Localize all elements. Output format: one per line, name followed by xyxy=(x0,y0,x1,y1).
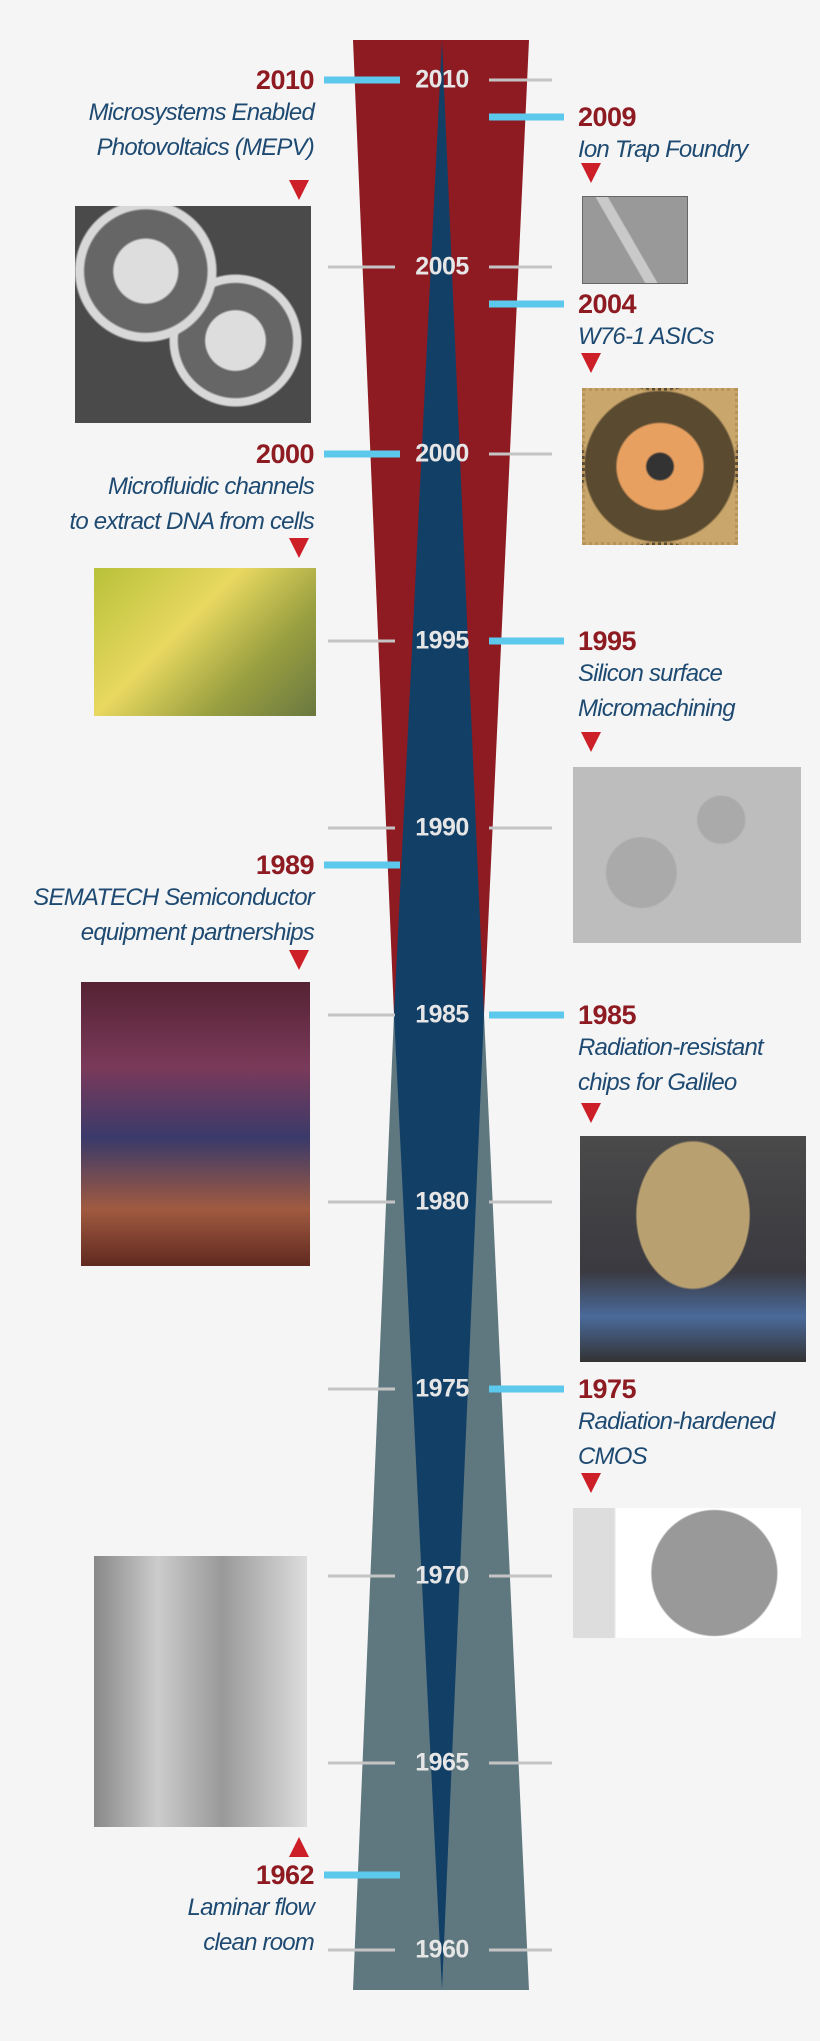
event-description: equipment partnerships xyxy=(80,919,315,947)
micromachined-gears-photo xyxy=(573,767,801,943)
axis-year-label: 1980 xyxy=(415,1187,469,1216)
arrow-down-icon xyxy=(581,353,601,373)
tick-right xyxy=(489,1761,552,1765)
event-year: 2009 xyxy=(578,102,637,133)
axis-year-label: 1985 xyxy=(415,1000,469,1029)
event-description: Radiation-hardened xyxy=(578,1408,775,1435)
event-description: to extract DNA from cells xyxy=(69,508,314,535)
event-2009: 2009 Ion Trap Foundry xyxy=(578,102,748,167)
axis-year-label: 1965 xyxy=(415,1748,469,1777)
tick-right xyxy=(489,452,552,456)
event-year: 2004 xyxy=(578,289,637,320)
arrow-down-icon xyxy=(581,1473,601,1493)
event-1985: 1985 Radiation-resistant chips for Galileo xyxy=(578,1000,764,1100)
event-1995: 1995 Silicon surface Micromachining xyxy=(578,626,736,726)
axis-year-label: 1975 xyxy=(415,1374,469,1403)
tick-left xyxy=(328,1574,395,1578)
event-tick xyxy=(489,1011,564,1019)
tick-right xyxy=(489,1200,552,1204)
event-tick xyxy=(489,637,564,645)
event-2010: 2010 Microsystems Enabled Photovoltaics (M… xyxy=(88,65,315,165)
tick-right xyxy=(489,78,552,82)
axis-year-label: 1990 xyxy=(415,813,469,842)
tick-left xyxy=(328,265,395,269)
event-year: 1989 xyxy=(255,850,315,881)
mepv-sem-photo xyxy=(75,206,311,423)
axis-year-label: 2005 xyxy=(415,252,469,281)
event-year: 1985 xyxy=(578,1000,637,1030)
axis-year-label: 1995 xyxy=(415,626,469,655)
arrow-down-icon xyxy=(289,180,309,200)
tick-left xyxy=(328,1387,395,1391)
event-year: 1995 xyxy=(578,626,637,656)
clean-room-photo xyxy=(94,1556,307,1827)
event-1989: 1989 SEMATECH Semiconductor equipment part… xyxy=(33,850,315,950)
cmos-wafer-photo xyxy=(573,1508,801,1638)
event-tick xyxy=(489,113,564,121)
tick-right xyxy=(489,1948,552,1952)
event-tick xyxy=(489,300,564,308)
event-1962: 1962 Laminar flow clean room xyxy=(187,1860,315,1960)
arrow-down-icon xyxy=(581,163,601,183)
arrow-up-icon xyxy=(289,1837,309,1857)
microfluidic-photo xyxy=(94,568,316,716)
event-2000: 2000 Microfluidic channels to extract DNA … xyxy=(69,439,314,539)
event-year: 2010 xyxy=(255,65,315,95)
event-tick xyxy=(324,1871,400,1879)
event-year: 1962 xyxy=(255,1860,315,1891)
tick-right xyxy=(489,265,552,269)
event-description: SEMATECH Semiconductor xyxy=(33,884,315,912)
tick-left xyxy=(328,1200,395,1204)
tick-left xyxy=(328,1013,395,1017)
axis-year-label: 1970 xyxy=(415,1561,469,1590)
event-description: W76-1 ASICs xyxy=(578,323,714,351)
event-description: chips for Galileo xyxy=(578,1069,737,1096)
axis-year-label: 2000 xyxy=(415,439,469,468)
arrow-down-icon xyxy=(581,732,601,752)
event-description: clean room xyxy=(203,1929,315,1957)
event-description: Microfluidic channels xyxy=(108,473,315,500)
event-tick xyxy=(324,450,400,458)
event-tick xyxy=(324,861,400,869)
event-description: Photovoltaics (MEPV) xyxy=(96,134,315,161)
event-description: Silicon surface xyxy=(578,660,723,687)
event-tick xyxy=(489,1385,564,1393)
tick-left xyxy=(328,1948,395,1952)
event-year: 2000 xyxy=(255,439,315,469)
ion-trap-photo xyxy=(582,196,688,284)
event-description: CMOS xyxy=(578,1443,648,1470)
tick-left xyxy=(328,826,395,830)
axis-year-label: 1960 xyxy=(415,1935,469,1964)
tick-right xyxy=(489,826,552,830)
event-description: Laminar flow xyxy=(187,1894,315,1922)
tick-left xyxy=(328,639,395,643)
tick-right xyxy=(489,1574,552,1578)
event-2004: 2004 W76-1 ASICs xyxy=(578,289,714,354)
arrow-down-icon xyxy=(289,538,309,558)
event-tick xyxy=(324,76,400,84)
event-description: Radiation-resistant xyxy=(578,1034,764,1061)
galileo-photo xyxy=(580,1136,806,1362)
event-description: Ion Trap Foundry xyxy=(578,136,748,164)
sematech-photo xyxy=(81,982,310,1266)
event-year: 1975 xyxy=(578,1374,637,1404)
event-1975: 1975 Radiation-hardened CMOS xyxy=(578,1374,775,1474)
axis-year-label: 2010 xyxy=(415,65,469,94)
asic-chip-photo xyxy=(582,388,738,545)
tick-left xyxy=(328,1761,395,1765)
event-description: Micromachining xyxy=(578,695,736,722)
arrow-down-icon xyxy=(289,950,309,970)
arrow-down-icon xyxy=(581,1103,601,1123)
event-description: Microsystems Enabled xyxy=(88,99,315,126)
blue-band xyxy=(394,40,484,1990)
